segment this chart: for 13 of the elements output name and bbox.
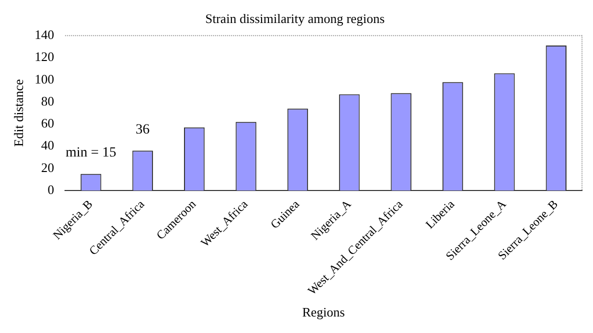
y-tick-label: 140 (34, 27, 54, 42)
y-tick-label: 100 (34, 71, 54, 86)
annotation: 36 (136, 122, 150, 138)
y-tick-label: 40 (41, 138, 54, 153)
chart-title: Strain dissimilarity among regions (205, 11, 385, 26)
y-tick-label: 60 (41, 116, 54, 131)
y-tick-label: 20 (41, 160, 54, 175)
y-axis-title: Edit distance (11, 79, 26, 147)
y-tick-label: 80 (41, 93, 54, 108)
y-tick-label: 120 (34, 49, 54, 64)
annotation: min = 15 (66, 146, 116, 161)
y-tick-label: 0 (48, 182, 54, 197)
x-axis-title: Regions (302, 304, 345, 320)
